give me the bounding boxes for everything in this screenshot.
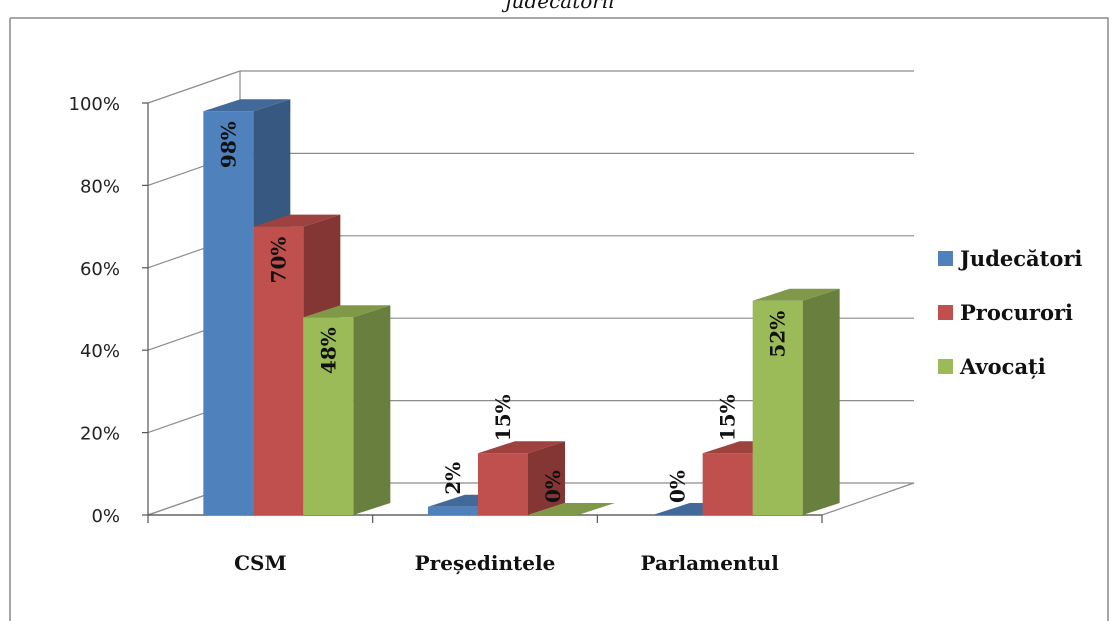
data-label: 15% xyxy=(491,394,515,441)
data-label: 98% xyxy=(216,121,240,168)
y-tick-label: 60% xyxy=(80,259,120,280)
bar-front xyxy=(253,226,304,515)
legend: Judecători Procurori Avocați xyxy=(938,246,1082,379)
legend-label: Judecători xyxy=(958,246,1082,271)
bar xyxy=(752,288,840,515)
data-label: 48% xyxy=(316,327,340,374)
legend-swatch xyxy=(938,251,953,266)
bar-front xyxy=(702,453,753,515)
y-tick-label: 100% xyxy=(69,94,120,115)
y-tick-label: 20% xyxy=(80,424,120,445)
bar-top xyxy=(253,214,341,227)
bar xyxy=(478,441,565,515)
chart-frame xyxy=(10,17,1109,621)
data-label: 0% xyxy=(666,470,690,503)
bar-top xyxy=(203,99,291,112)
legend-swatch xyxy=(938,359,953,374)
bar-top xyxy=(528,503,615,515)
data-label: 70% xyxy=(266,237,290,284)
bar xyxy=(528,503,615,515)
bar-top xyxy=(478,441,565,454)
bars-layer xyxy=(203,99,840,516)
bar-side xyxy=(353,305,391,515)
data-label: 52% xyxy=(766,311,790,358)
y-tick-label: 40% xyxy=(80,341,120,362)
data-label: 2% xyxy=(441,462,465,495)
chart-title: judecătorii xyxy=(501,0,614,13)
bar xyxy=(303,305,391,515)
category-label: Parlamentul xyxy=(640,551,779,575)
y-tick-label: 0% xyxy=(91,506,120,527)
bar-front xyxy=(428,506,478,515)
bar-front xyxy=(752,300,803,515)
legend-label: Procurori xyxy=(960,300,1073,325)
y-tick-label: 80% xyxy=(80,176,120,197)
data-label: 15% xyxy=(716,394,740,441)
bar-front xyxy=(478,453,528,515)
gridline-side xyxy=(147,70,241,104)
labels-layer: CSM Președintele Parlamentul 98% 2% 0% 70% 15% 1… xyxy=(216,121,789,575)
data-label: 0% xyxy=(541,470,565,503)
legend-swatch xyxy=(938,305,953,320)
bar-top xyxy=(303,305,391,318)
bar-top xyxy=(752,288,840,301)
legend-label: Avocați xyxy=(959,354,1046,379)
category-label: CSM xyxy=(234,551,287,575)
bar-front xyxy=(303,317,354,515)
category-label: Președintele xyxy=(415,551,556,575)
bar-front xyxy=(203,111,254,516)
bar-side xyxy=(802,288,840,515)
bar-side xyxy=(528,441,565,515)
